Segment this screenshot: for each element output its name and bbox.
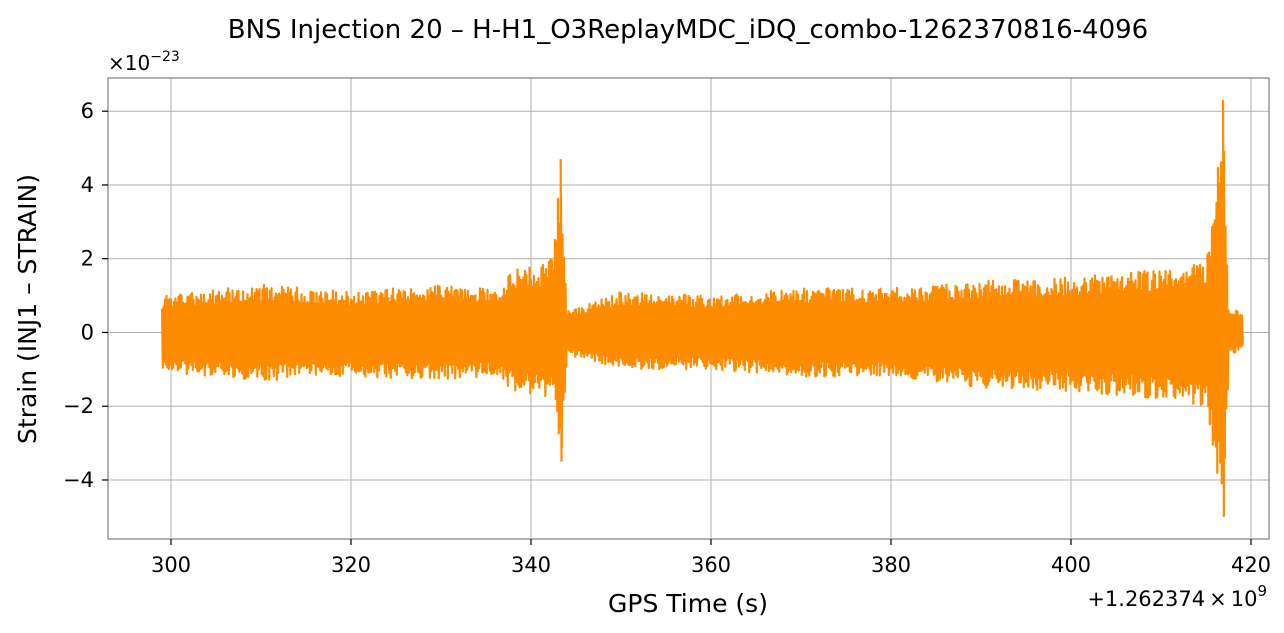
x-tick-label: 420 bbox=[1231, 553, 1271, 577]
x-offset-label: +1.262374 bbox=[1087, 587, 1205, 611]
y-tick-label: 0 bbox=[81, 320, 94, 344]
plot-frame bbox=[107, 77, 1270, 540]
y-scale-exponent: −23 bbox=[150, 49, 180, 65]
y-axis: −4 −2 0 2 4 6 bbox=[63, 99, 108, 492]
y-scale-factor: ×10−23 bbox=[108, 49, 180, 75]
svg-text:×10−23: ×10−23 bbox=[108, 49, 180, 75]
svg-text:+1.262374×109: +1.262374 × 109 bbox=[1087, 582, 1267, 611]
x-offset: +1.262374 × 109 bbox=[1087, 582, 1267, 611]
x-tick-label: 340 bbox=[511, 553, 551, 577]
plot-area bbox=[160, 100, 1244, 517]
y-tick-label: 6 bbox=[81, 99, 94, 123]
x-offset-exponent: 9 bbox=[1257, 582, 1267, 600]
y-tick-label: 2 bbox=[81, 247, 94, 271]
y-tick-label: −2 bbox=[63, 394, 94, 418]
strain-series-line bbox=[160, 100, 1244, 517]
x-tick-label: 360 bbox=[691, 553, 731, 577]
x-tick-label: 300 bbox=[151, 553, 191, 577]
y-tick-label: −4 bbox=[63, 468, 94, 492]
x-tick-label: 320 bbox=[331, 553, 371, 577]
y-tick-label: 4 bbox=[81, 173, 94, 197]
x-axis-title: GPS Time (s) bbox=[608, 589, 768, 618]
x-tick-label: 400 bbox=[1051, 553, 1091, 577]
x-axis: 300 320 340 360 380 400 420 bbox=[151, 539, 1271, 577]
chart-title: BNS Injection 20 – H-H1_O3ReplayMDC_iDQ_… bbox=[228, 15, 1148, 45]
y-scale-label: ×10 bbox=[108, 51, 150, 75]
y-axis-title: Strain (INJ1 – STRAIN) bbox=[13, 174, 42, 444]
x-tick-label: 380 bbox=[871, 553, 911, 577]
